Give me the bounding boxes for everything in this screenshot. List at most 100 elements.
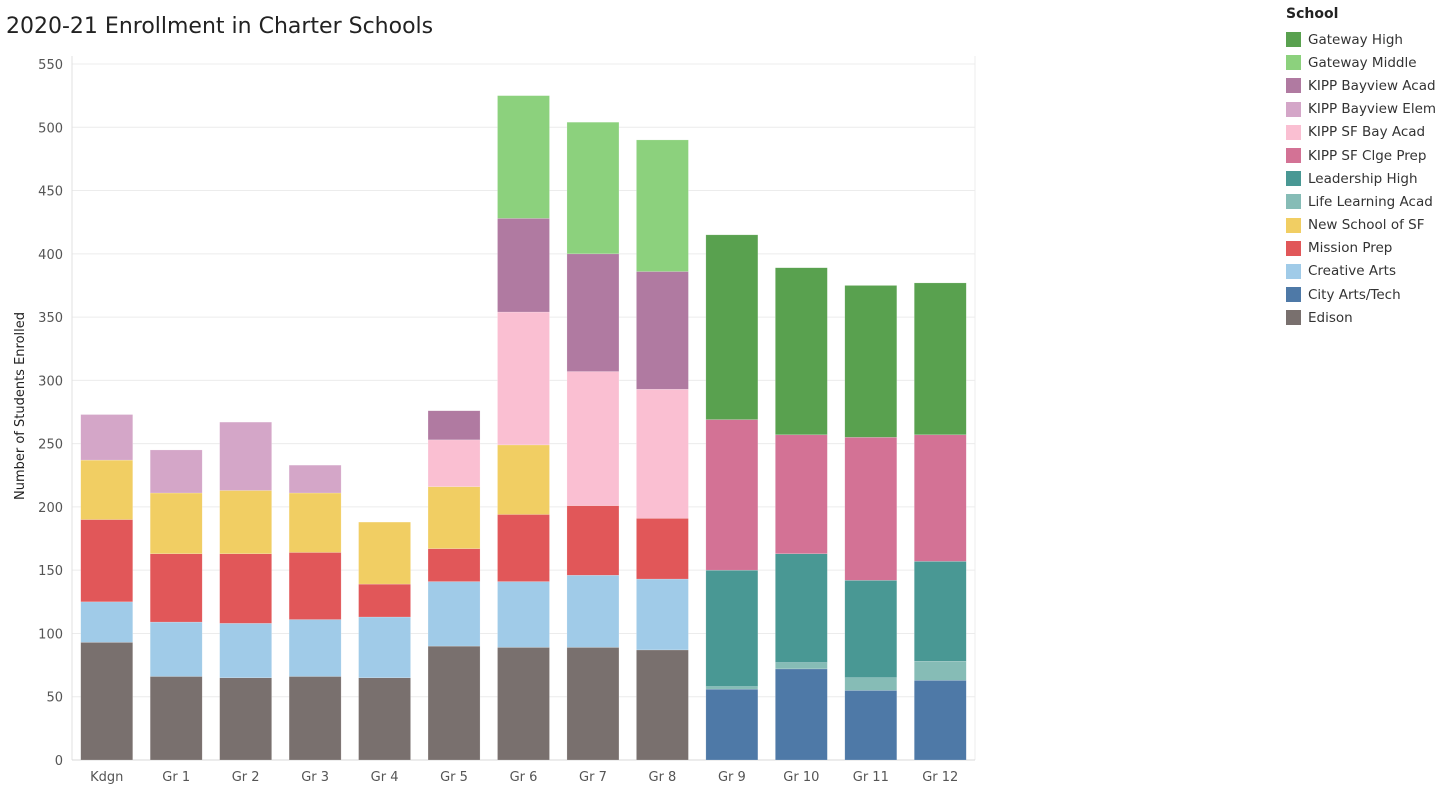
- y-tick-label: 200: [38, 501, 63, 516]
- y-tick-label: 300: [38, 374, 63, 389]
- legend-swatch: [1286, 55, 1301, 71]
- bar-segment: [844, 580, 898, 678]
- legend-swatch: [1286, 101, 1301, 117]
- bar-segment: [288, 492, 342, 553]
- x-tick-label: Gr 11: [853, 770, 889, 785]
- bar-segment: [636, 139, 689, 272]
- bar-segment: [80, 601, 133, 643]
- bar-segment: [219, 490, 272, 554]
- bar-segment: [566, 647, 620, 761]
- bar-segment: [80, 459, 133, 520]
- x-tick-label: Gr 8: [649, 770, 677, 785]
- bar-segment: [149, 449, 203, 494]
- x-tick-label: Gr 4: [371, 770, 399, 785]
- legend-items: Gateway High Gateway Middle KIPP Bayview A…: [1286, 28, 1451, 329]
- x-axis: Kdgn Gr 1 Gr 2 Gr 3 Gr 4 Gr 5 Gr 6 Gr 7 Gr 8 Gr 9…: [90, 770, 958, 785]
- bars: [80, 95, 967, 761]
- y-tick-label: 150: [38, 564, 63, 579]
- bar-segment: [427, 581, 481, 647]
- legend-entry: Gateway Middle: [1286, 51, 1451, 74]
- y-tick-label: 400: [38, 248, 63, 263]
- bar-segment: [149, 676, 203, 761]
- legend-entry: New School of SF: [1286, 214, 1451, 237]
- x-tick-label: Gr 2: [232, 770, 260, 785]
- bar-segment: [427, 645, 481, 761]
- bar-segment: [636, 388, 689, 519]
- legend-entry: KIPP SF Clge Prep: [1286, 144, 1451, 167]
- bar-segment: [497, 647, 550, 761]
- bar-segment: [497, 95, 550, 219]
- bar-segment: [775, 662, 828, 670]
- bar-segment: [914, 434, 967, 562]
- bar-segment: [775, 553, 828, 663]
- chart-title: 2020-21 Enrollment in Charter Schools: [6, 14, 434, 39]
- bar-segment: [775, 668, 828, 761]
- bar-segment: [705, 234, 759, 420]
- bar-segment: [914, 561, 967, 662]
- bar-segment: [427, 439, 481, 487]
- legend-swatch: [1286, 194, 1301, 210]
- bar-segment: [358, 616, 411, 678]
- legend-entry: KIPP SF Bay Acad: [1286, 121, 1451, 144]
- legend-label: KIPP Bayview Elem: [1308, 101, 1437, 118]
- legend-label: City Arts/Tech: [1308, 286, 1401, 303]
- bar-segment: [775, 267, 828, 436]
- legend-swatch: [1286, 310, 1301, 326]
- bar-segment: [566, 505, 620, 576]
- y-tick-label: 250: [38, 438, 63, 453]
- legend-swatch: [1286, 287, 1301, 303]
- y-tick-label: 450: [38, 185, 63, 200]
- legend-label: Gateway High: [1308, 31, 1403, 48]
- legend-swatch: [1286, 78, 1301, 94]
- bar-segment: [358, 583, 411, 618]
- legend-label: New School of SF: [1308, 217, 1425, 234]
- bar-segment: [427, 548, 481, 582]
- legend-swatch: [1286, 217, 1301, 233]
- legend-label: KIPP Bayview Acad: [1308, 77, 1436, 94]
- bar-segment: [219, 623, 272, 678]
- legend-swatch: [1286, 124, 1301, 140]
- bar-segment: [497, 444, 550, 515]
- bar-segment: [705, 686, 759, 690]
- y-axis-label: Number of Students Enrolled: [13, 312, 28, 500]
- legend-entry: Life Learning Acad: [1286, 190, 1451, 213]
- bar-segment: [636, 578, 689, 651]
- legend-label: Edison: [1308, 309, 1353, 326]
- bar-segment: [705, 569, 759, 687]
- legend-title: School: [1286, 6, 1339, 22]
- y-tick-label: 50: [46, 691, 63, 706]
- bar-segment: [427, 486, 481, 549]
- legend-label: KIPP SF Bay Acad: [1308, 124, 1426, 141]
- legend-label: Gateway Middle: [1308, 54, 1417, 71]
- y-axis: 0 50 100 150 200 250 300 350 400 450 500 550: [38, 58, 63, 769]
- x-tick-label: Gr 3: [301, 770, 329, 785]
- legend-entry: City Arts/Tech: [1286, 283, 1451, 306]
- legend-entry: Edison: [1286, 306, 1451, 329]
- bar-segment: [705, 419, 759, 571]
- bar-segment: [497, 311, 550, 446]
- bar-segment: [636, 518, 689, 580]
- bar-segment: [80, 414, 133, 461]
- bar-segment: [914, 661, 967, 681]
- legend-entry: KIPP Bayview Elem: [1286, 98, 1451, 121]
- x-tick-label: Gr 5: [440, 770, 468, 785]
- bar-segment: [149, 621, 203, 677]
- bar-segment: [288, 464, 342, 494]
- bar-segment: [844, 690, 898, 761]
- legend-entry: Leadership High: [1286, 167, 1451, 190]
- legend-entry: KIPP Bayview Acad: [1286, 74, 1451, 97]
- bar-segment: [566, 121, 620, 255]
- legend-entry: Gateway High: [1286, 28, 1451, 51]
- bar-segment: [914, 282, 967, 436]
- legend-entry: Creative Arts: [1286, 260, 1451, 283]
- legend-entry: Mission Prep: [1286, 237, 1451, 260]
- legend-swatch: [1286, 32, 1301, 48]
- y-tick-label: 550: [38, 58, 63, 73]
- y-tick-label: 350: [38, 311, 63, 326]
- x-tick-label: Gr 1: [162, 770, 190, 785]
- bar-segment: [566, 253, 620, 372]
- bar-segment: [705, 688, 759, 761]
- legend-label: KIPP SF Clge Prep: [1308, 147, 1427, 164]
- legend-label: Leadership High: [1308, 170, 1418, 187]
